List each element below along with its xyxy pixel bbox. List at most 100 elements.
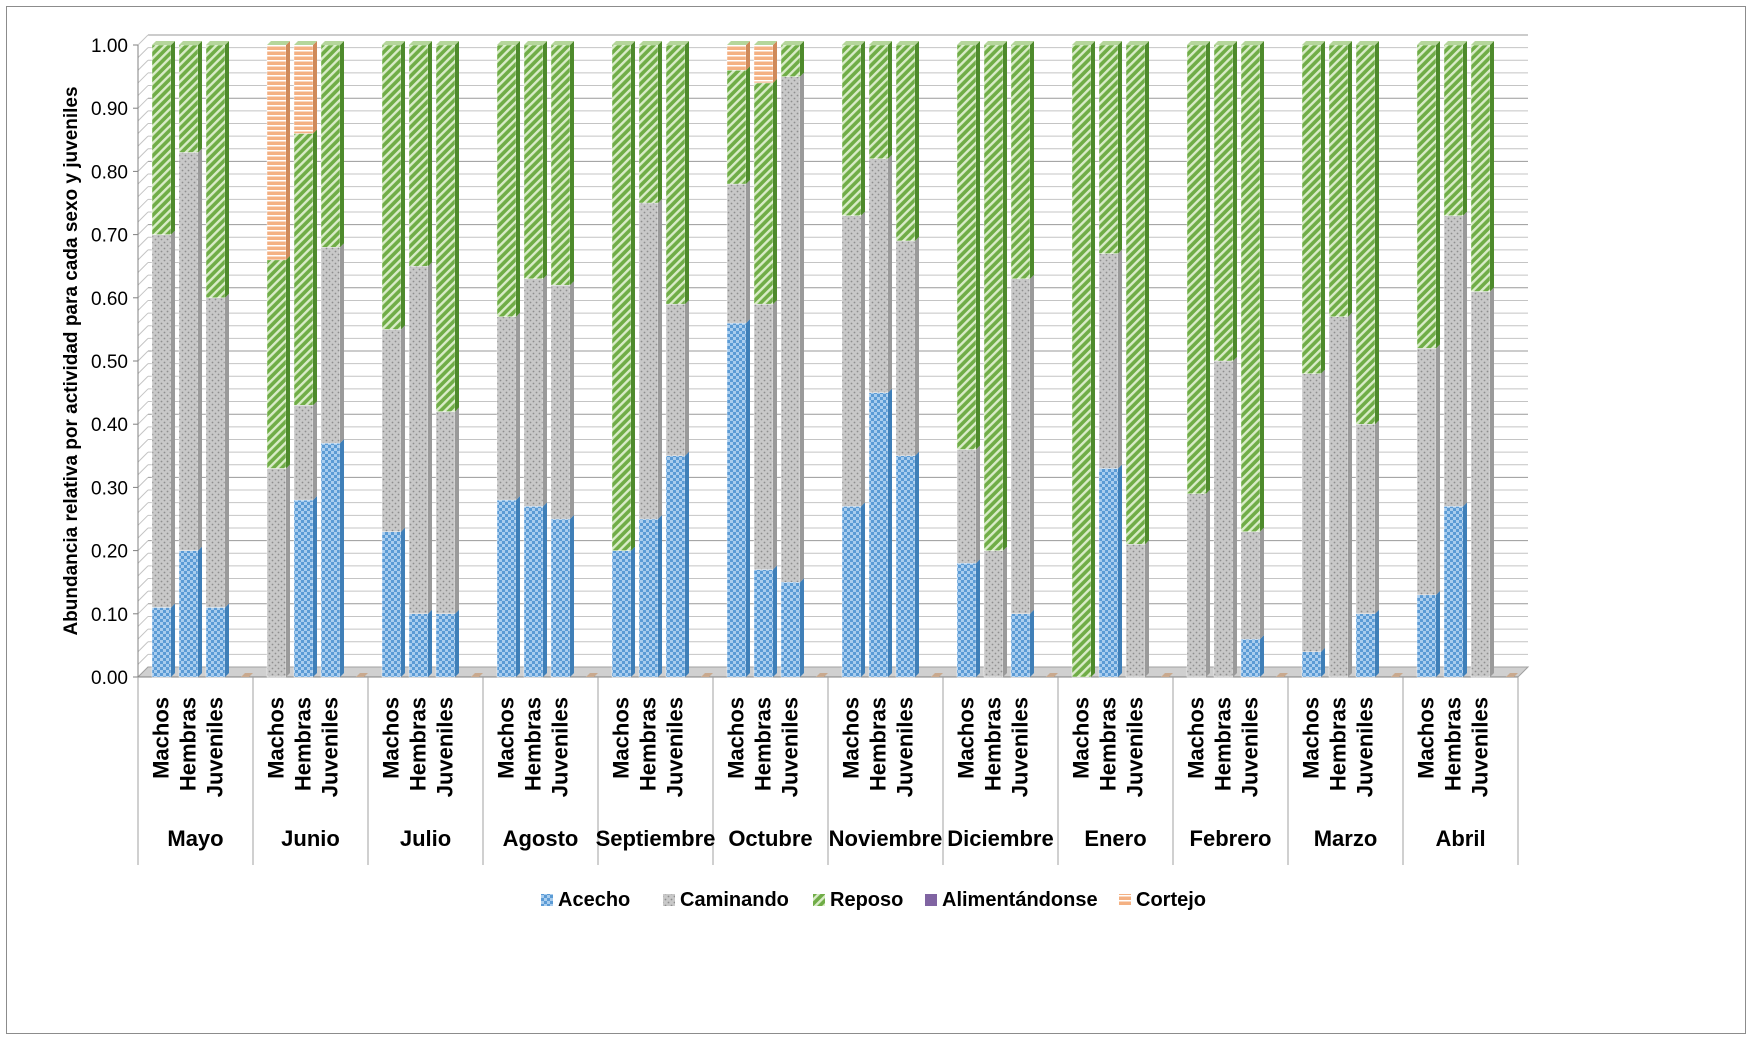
gridline-side [137,85,149,96]
bar-segment-caminando [550,284,571,520]
bar-side [746,319,750,677]
bar-side [340,243,344,444]
gridline-side [137,375,149,387]
month-label: Mayo [167,826,223,851]
month-label: Marzo [1314,826,1378,851]
gridline-side [137,198,149,210]
bar-side [516,41,520,317]
bar-label-hembras: Hembras [1096,697,1121,791]
floor-marker [816,673,828,677]
bar-side [1233,41,1237,361]
bar-side [1260,635,1264,677]
bar-segment-reposo [320,44,341,248]
bar-side [915,451,919,677]
bar-side [286,255,290,469]
gridline-side [137,628,149,640]
bar-segment-caminando [1010,278,1031,614]
floor-marker [471,673,483,677]
bar-side [800,578,804,677]
bar-segment-caminando [523,278,544,507]
bar-side [1463,502,1467,677]
bar-segment-reposo [1071,44,1092,678]
bar-segment-caminando [1328,316,1349,678]
bar-side [570,281,574,519]
bar-segment-reposo [868,44,889,159]
bar-side [1490,41,1494,292]
bar-segment-reposo [1125,44,1146,545]
gridline-side [137,413,149,425]
bar-label-machos: Machos [379,697,404,779]
bar-label-juveniles: Juveniles [1353,697,1378,797]
stacked-bar-chart: 0.00 0.10 0.20 0.30 0.40 0.50 0.60 0.70 0.80 0.90… [61,34,1530,911]
bar-segment-acecho [1098,468,1119,678]
gridline-side [137,540,149,551]
bar-side [1375,41,1379,425]
bar-side [1260,527,1264,640]
bar-label-juveniles: Juveniles [1468,697,1493,797]
bar-top [294,41,317,45]
bar-label-juveniles: Juveniles [893,697,918,797]
gridline-side [137,236,149,248]
gridline-side [137,401,149,412]
bar-segment-cortejo [753,44,774,84]
bar-side [773,41,777,83]
bar-top [152,41,175,45]
bar-top [1187,41,1210,45]
floor-marker [586,673,598,677]
y-axis-title: Abundancia relativa por actividad para c… [61,86,82,635]
bar-top [409,41,432,45]
bar-segment-reposo [151,44,172,235]
bar-segment-acecho [408,613,429,678]
bar-label-machos: Machos [609,697,634,779]
bar-side [171,41,175,235]
bar-top [497,41,520,45]
gridline-side [137,135,149,147]
bar-segment-reposo [1328,44,1349,317]
bar-side [198,546,202,677]
bar-label-juveniles: Juveniles [433,697,458,797]
bar-segment-caminando [205,297,226,608]
bar-side [1091,41,1095,677]
month-label: Septiembre [596,826,716,851]
bar-label-machos: Machos [839,697,864,779]
bar-segment-acecho [1416,594,1437,678]
bar-segment-caminando [1443,215,1464,507]
bar-segment-reposo [205,44,226,299]
bar-side [543,274,547,507]
bar-top [781,41,804,45]
bar-segment-reposo [726,70,747,185]
bar-label-juveniles: Juveniles [778,697,803,797]
bar-segment-reposo [1098,44,1119,254]
gridline-side [137,578,149,589]
bar-label-machos: Machos [1069,697,1094,779]
bar-side [1348,41,1352,317]
gridline-side [137,211,149,223]
bar-side [340,41,344,248]
bar-segment-caminando [1470,291,1491,678]
bar-segment-reposo [956,44,977,450]
bar-side [861,211,865,507]
bar-segment-acecho [435,613,456,678]
bar-side [401,527,405,677]
bar-top [869,41,892,45]
bar-segment-cortejo [293,44,314,134]
bar-label-hembras: Hembras [1326,697,1351,791]
bar-side [1463,211,1467,507]
bar-label-hembras: Hembras [751,697,776,791]
bar-top [1072,41,1095,45]
bar-segment-acecho [293,499,314,678]
bar-segment-caminando [868,158,889,393]
gridline-side [137,300,149,311]
bar-side [685,451,689,677]
bar-segment-reposo [665,44,686,305]
bar-side [313,41,317,134]
bar-side [1463,41,1467,216]
gridline-side [137,161,149,172]
bar-top [1011,41,1034,45]
month-label: Julio [400,826,451,851]
bar-segment-reposo [983,44,1004,551]
bar-segment-acecho [1010,613,1031,678]
bar-top [382,41,405,45]
bar-segment-acecho [1240,638,1261,678]
bar-side [455,41,459,412]
